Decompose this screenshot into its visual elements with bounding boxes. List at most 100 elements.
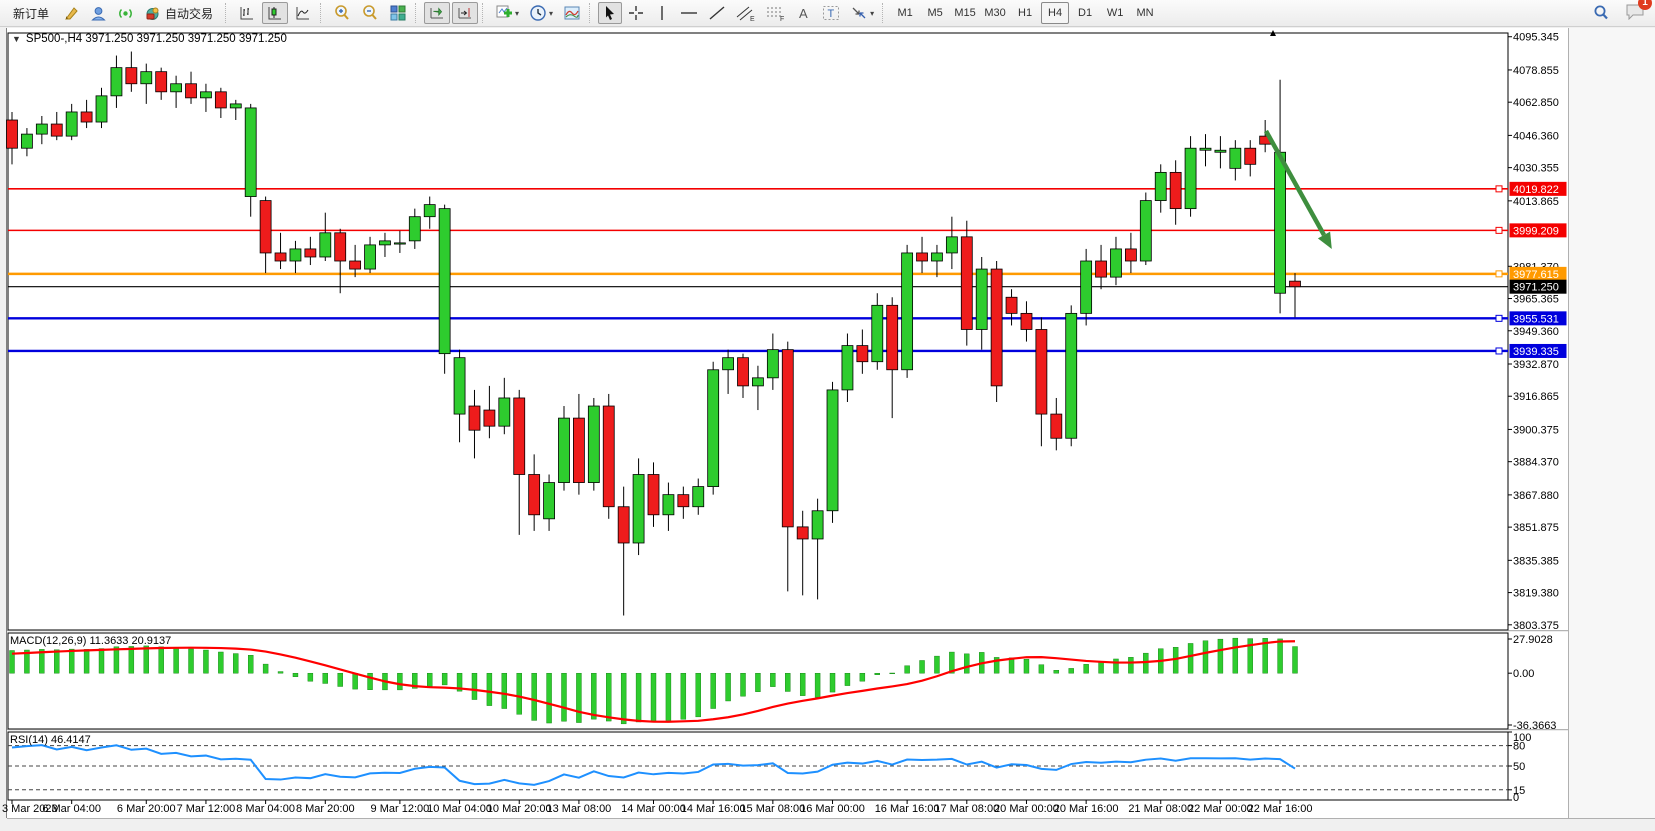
auto-trading-button[interactable]: 自动交易 (140, 2, 221, 24)
svg-text:100: 100 (1513, 732, 1531, 744)
tf-H1[interactable]: H1 (1018, 7, 1033, 19)
hline-handle[interactable] (1495, 270, 1503, 278)
hline-badge (1509, 311, 1567, 326)
support-agent-icon[interactable] (86, 2, 111, 24)
scroll-end-marker[interactable] (1270, 30, 1276, 36)
new-chart-dropdown[interactable]: ▾ (491, 2, 523, 24)
tile-windows-icon-glyph (390, 5, 406, 21)
candle-body (558, 417, 570, 483)
equidistant-channel-icon[interactable]: E (732, 2, 760, 24)
templates-icon[interactable] (559, 2, 585, 24)
svg-text:80: 80 (1513, 741, 1525, 753)
svg-text:3867.880: 3867.880 (1513, 490, 1559, 502)
candle-body (244, 107, 257, 197)
candle-body (662, 494, 675, 516)
toolbar-separator (225, 3, 230, 23)
tf-H4[interactable]: H4 (1041, 2, 1070, 24)
chart-svg[interactable]: 4095.345 4078.855 4062.850 4046.360 4030.355… (0, 28, 1655, 831)
macd-signal-line (11, 640, 1296, 723)
candles[interactable] (6, 51, 1301, 616)
candle-body (304, 248, 317, 258)
hline-handle[interactable] (1495, 185, 1503, 193)
svg-text:14 Mar 00:00: 14 Mar 00:00 (621, 803, 686, 815)
one-click-trading-toggle[interactable]: ▼ (12, 34, 21, 44)
crosshair-icon[interactable] (624, 2, 648, 24)
search-icon[interactable] (1588, 2, 1614, 24)
tf-M30[interactable]: M30 (984, 7, 1006, 19)
toolbar-separator (882, 3, 887, 23)
auto-scroll-icon[interactable] (424, 2, 451, 24)
candle-body (1229, 147, 1242, 169)
candle-body (916, 252, 928, 262)
candle-body (752, 377, 764, 387)
vline-icon[interactable] (650, 2, 674, 24)
svg-text:4062.850: 4062.850 (1513, 97, 1559, 109)
tile-windows-icon[interactable] (385, 2, 411, 24)
search-icon-glyph (1594, 5, 1608, 20)
chart-ohlc-values: 3971.250 3971.250 3971.250 3971.250 (85, 33, 287, 45)
svg-text:7 Mar 12:00: 7 Mar 12:00 (177, 803, 236, 815)
line-chart-icon[interactable] (290, 2, 316, 24)
crayon-icon[interactable] (59, 2, 84, 24)
signal-icon[interactable] (113, 2, 138, 24)
candle-body (587, 405, 600, 483)
candlestick-chart-icon[interactable] (262, 2, 289, 24)
tf-M15[interactable]: M15 (954, 7, 976, 19)
svg-text:4095.345: 4095.345 (1513, 32, 1559, 44)
crayon-icon-glyph (65, 6, 78, 19)
label-icon[interactable]: T (818, 2, 844, 24)
candle-body (1274, 151, 1286, 294)
svg-text:4078.855: 4078.855 (1513, 65, 1559, 77)
svg-text:8 Mar 04:00: 8 Mar 04:00 (236, 803, 295, 815)
main-toolbar: 新订单 自动交易 (0, 0, 1655, 27)
hline-handle[interactable] (1495, 314, 1503, 322)
tf-D1[interactable]: D1 (1078, 7, 1093, 19)
auto-trading-label: 自动交易 (165, 6, 214, 21)
clock-icon (530, 5, 546, 21)
zoom-out-icon[interactable] (357, 2, 383, 24)
candle-body (65, 111, 78, 137)
chart-window[interactable]: 4095.345 4078.855 4062.850 4046.360 4030.355… (0, 28, 1655, 831)
annotation-arrow[interactable] (1264, 129, 1326, 237)
tf-M1[interactable]: M1 (897, 7, 913, 19)
svg-text:14 Mar 16:00: 14 Mar 16:00 (681, 803, 746, 815)
vline-icon-glyph (661, 6, 663, 20)
chart-title: ▼ SP500-,H4 3971.250 3971.250 3971.250 39… (12, 33, 287, 45)
new-order-button[interactable]: 新订单 (5, 2, 57, 24)
zoom-in-icon[interactable] (329, 2, 355, 24)
fibonacci-icon[interactable]: F (762, 2, 790, 24)
candle-body (1214, 149, 1227, 153)
chat-button[interactable]: 1 (1625, 0, 1652, 25)
svg-text:20 Mar 16:00: 20 Mar 16:00 (1054, 803, 1119, 815)
main-plot-border (7, 32, 1509, 631)
tf-M5[interactable]: M5 (927, 7, 943, 19)
svg-text:16 Mar 00:00: 16 Mar 00:00 (800, 803, 865, 815)
hline-icon[interactable] (676, 2, 702, 24)
candle-body (1184, 147, 1197, 210)
candle-body (632, 474, 645, 544)
bar-chart-icon[interactable] (234, 2, 260, 24)
candle-body (155, 71, 168, 93)
cursor-icon[interactable] (598, 2, 623, 24)
hline-badge (1509, 343, 1567, 358)
svg-text:3803.375: 3803.375 (1513, 620, 1559, 632)
text-icon[interactable]: A (792, 2, 816, 24)
candle-body (408, 216, 421, 242)
hline-handle[interactable] (1495, 347, 1503, 355)
svg-text:6 Mar 20:00: 6 Mar 20:00 (117, 803, 176, 815)
tf-W1[interactable]: W1 (1106, 7, 1124, 19)
arrows-dropdown[interactable]: ▾ (846, 2, 878, 24)
periods-dropdown[interactable]: ▾ (525, 2, 557, 24)
hline-handle[interactable] (1495, 226, 1503, 234)
dropdown-caret: ▾ (549, 8, 554, 18)
current-price-badge (1509, 279, 1567, 294)
candle-body (1139, 200, 1152, 262)
tf-MN[interactable]: MN (1136, 7, 1154, 19)
trendline-icon[interactable] (704, 2, 730, 24)
candle-body (35, 123, 48, 135)
candle-body (1110, 248, 1122, 278)
new-chart-icon (496, 5, 513, 18)
rsi-line (11, 744, 1296, 786)
chart-shift-icon[interactable] (452, 2, 479, 24)
